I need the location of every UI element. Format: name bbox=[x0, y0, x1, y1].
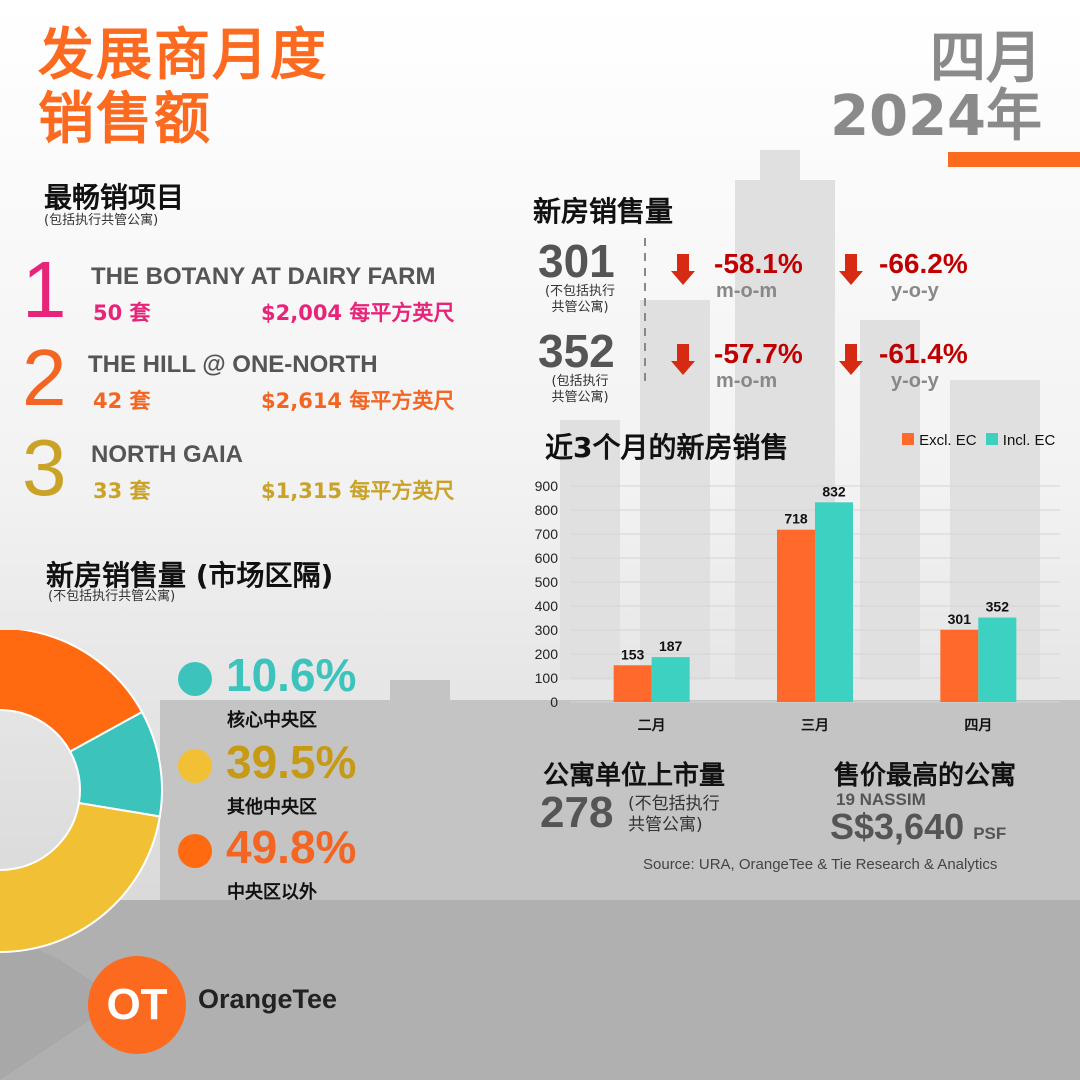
highest-price-block: S$3,640 PSF bbox=[830, 806, 1006, 848]
y-tick-label: 200 bbox=[535, 646, 559, 662]
bar-excl-ec bbox=[613, 665, 652, 702]
project-units: 50 套 bbox=[93, 301, 151, 325]
title-line-2: 销售额 bbox=[38, 87, 212, 152]
new-sales-value: 301 bbox=[538, 235, 615, 287]
page-title: 发展商月度 销售额 bbox=[38, 24, 328, 152]
highest-price: S$3,640 bbox=[830, 806, 965, 847]
mom-label: m-o-m bbox=[716, 280, 778, 302]
project-rank: 2 bbox=[22, 333, 67, 422]
monthly-sales-bar-chart: 0 100 200 300 400 500 600 700 800 900 153 187 二月 718 8… bbox=[535, 478, 1060, 734]
top-projects-note: (包括执行共管公寓) bbox=[44, 213, 159, 228]
down-arrow-icon bbox=[838, 252, 864, 290]
segment-percentage: 39.5% bbox=[226, 736, 357, 788]
segment-label: 核心中央区 bbox=[227, 710, 317, 731]
project-name: THE BOTANY AT DAIRY FARM bbox=[91, 263, 436, 290]
new-sales-heading: 新房销售量 bbox=[533, 195, 674, 228]
legend-label-incl: Incl. EC bbox=[1002, 432, 1056, 449]
segment-percentage: 49.8% bbox=[226, 821, 357, 873]
x-tick-label: 二月 bbox=[638, 718, 666, 734]
project-price: $2,614 每平方英尺 bbox=[261, 389, 455, 413]
segment-dot bbox=[178, 662, 212, 696]
segment-note: (不包括执行共管公寓) bbox=[48, 589, 176, 604]
bar-incl-ec bbox=[651, 657, 690, 702]
top-projects-heading: 最畅销项目 bbox=[44, 181, 185, 214]
y-tick-label: 0 bbox=[550, 694, 558, 710]
segment-label: 其他中央区 bbox=[227, 797, 317, 818]
project-rank: 3 bbox=[22, 423, 67, 512]
orangetee-logo-text: OrangeTee bbox=[198, 984, 338, 1014]
period-label: 四月 2024年 bbox=[830, 30, 1042, 146]
highest-project-name: 19 NASSIM bbox=[836, 790, 926, 809]
project-name: NORTH GAIA bbox=[91, 441, 243, 468]
title-line-1: 发展商月度 bbox=[38, 23, 328, 88]
down-arrow-icon bbox=[670, 252, 696, 290]
bar-excl-ec bbox=[940, 629, 979, 702]
mom-change: -57.7% bbox=[714, 338, 803, 369]
launched-value: 278 bbox=[540, 788, 614, 837]
down-arrow-icon bbox=[838, 342, 864, 380]
yoy-label: y-o-y bbox=[891, 370, 939, 392]
bar-incl-ec bbox=[815, 502, 853, 702]
new-sales-note: (不包括执行 共管公寓) bbox=[544, 284, 616, 315]
legend-swatch-incl bbox=[985, 433, 998, 445]
project-name: THE HILL @ ONE-NORTH bbox=[88, 351, 378, 378]
period-month: 四月 bbox=[930, 26, 1042, 91]
project-price: $1,315 每平方英尺 bbox=[261, 479, 455, 503]
bar-excl-ec bbox=[777, 529, 815, 702]
segment-label: 中央区以外 bbox=[227, 882, 317, 903]
segment-donut-chart bbox=[0, 630, 163, 953]
period-year: 2024年 bbox=[830, 84, 1042, 149]
dashed-divider bbox=[644, 238, 646, 388]
new-sales-note: (包括执行 共管公寓) bbox=[551, 374, 609, 405]
yoy-change: -61.4% bbox=[879, 338, 968, 369]
y-tick-label: 400 bbox=[535, 598, 559, 614]
y-tick-label: 100 bbox=[535, 670, 559, 686]
y-tick-label: 900 bbox=[535, 478, 559, 494]
segment-dot bbox=[178, 834, 212, 868]
bar-value-label: 718 bbox=[784, 511, 808, 527]
mom-label: m-o-m bbox=[716, 370, 778, 392]
launched-note: (不包括执行 共管公寓) bbox=[628, 794, 720, 835]
project-price: $2,004 每平方英尺 bbox=[261, 301, 455, 325]
highest-heading: 售价最高的公寓 bbox=[834, 761, 1017, 791]
bar-value-label: 301 bbox=[948, 611, 972, 627]
bar-value-label: 153 bbox=[621, 646, 645, 662]
launched-heading: 公寓单位上市量 bbox=[543, 761, 726, 791]
source-note: Source: URA, OrangeTee & Tie Research & … bbox=[643, 856, 998, 873]
orangetee-logo-icon: OT bbox=[88, 956, 186, 1054]
legend-label-excl: Excl. EC bbox=[919, 432, 977, 449]
chart-legend: Excl. EC Incl. EC bbox=[902, 430, 1055, 449]
legend-swatch-excl bbox=[902, 433, 914, 445]
accent-bar bbox=[948, 152, 1080, 167]
bar-value-label: 832 bbox=[822, 483, 846, 499]
segment-dot bbox=[178, 749, 212, 783]
bar-value-label: 352 bbox=[986, 599, 1010, 615]
yoy-change: -66.2% bbox=[879, 248, 968, 279]
down-arrow-icon bbox=[670, 342, 696, 380]
y-tick-label: 300 bbox=[535, 622, 559, 638]
mom-change: -58.1% bbox=[714, 248, 803, 279]
y-tick-label: 600 bbox=[535, 550, 559, 566]
y-tick-label: 500 bbox=[535, 574, 559, 590]
project-units: 33 套 bbox=[93, 479, 151, 503]
project-rank: 1 bbox=[22, 245, 67, 334]
x-tick-label: 四月 bbox=[964, 718, 992, 734]
y-tick-label: 700 bbox=[535, 526, 559, 542]
project-units: 42 套 bbox=[93, 389, 151, 413]
donut-slice-3 bbox=[0, 630, 144, 753]
segment-heading: 新房销售量 (市场区隔) bbox=[46, 559, 334, 592]
new-sales-value: 352 bbox=[538, 325, 615, 377]
chart-title: 近3个月的新房销售 bbox=[545, 431, 789, 464]
yoy-label: y-o-y bbox=[891, 280, 939, 302]
x-tick-label: 三月 bbox=[801, 718, 829, 734]
segment-percentage: 10.6% bbox=[226, 649, 357, 701]
y-tick-label: 800 bbox=[535, 502, 559, 518]
bar-incl-ec bbox=[978, 617, 1017, 702]
bar-value-label: 187 bbox=[659, 638, 683, 654]
donut-slice-2 bbox=[0, 801, 161, 953]
highest-price-unit: PSF bbox=[973, 824, 1007, 843]
